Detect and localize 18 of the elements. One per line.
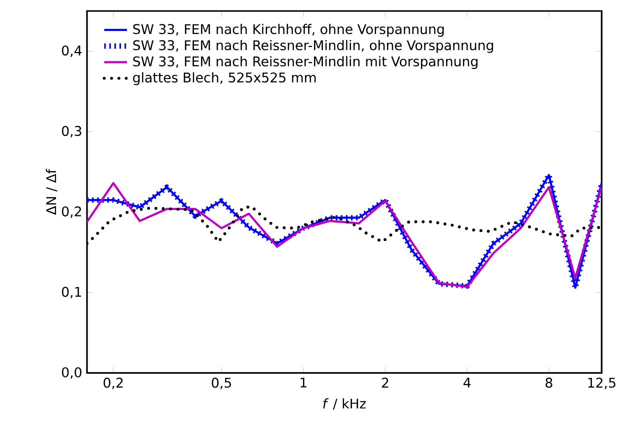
x-tick-label: 8 [546,378,552,388]
x-tick-label: 0,5 [212,378,231,390]
x-tick-label: 12,5 [588,378,616,390]
legend-label: glattes Blech, 525x525 mm [133,72,316,86]
x-tick-label: 2 [382,378,388,388]
legend-label: SW 33, FEM nach Kirchhoff, ohne Vorspannung [133,24,444,37]
x-tick-label: 0,2 [104,378,123,390]
legend-label: SW 33, FEM nach Reissner-Mindlin, ohne Vorspannung [133,40,494,53]
y-tick-label: 0,3 [62,126,82,138]
legend-label: SW 33, FEM nach Reissner-Mindlin mit Vorspannung [133,56,478,70]
y-tick-label: 0,4 [62,45,82,57]
y-tick-label: 0,1 [62,286,82,298]
y-tick-label: 0,2 [62,206,81,218]
x-tick-label: 1 [300,378,306,388]
y-axis-title: ΔN / Δf [46,168,58,215]
y-tick-label: 0,0 [62,367,82,379]
x-axis-title: f / kHz [323,398,366,410]
x-tick-label: 4 [464,378,471,388]
